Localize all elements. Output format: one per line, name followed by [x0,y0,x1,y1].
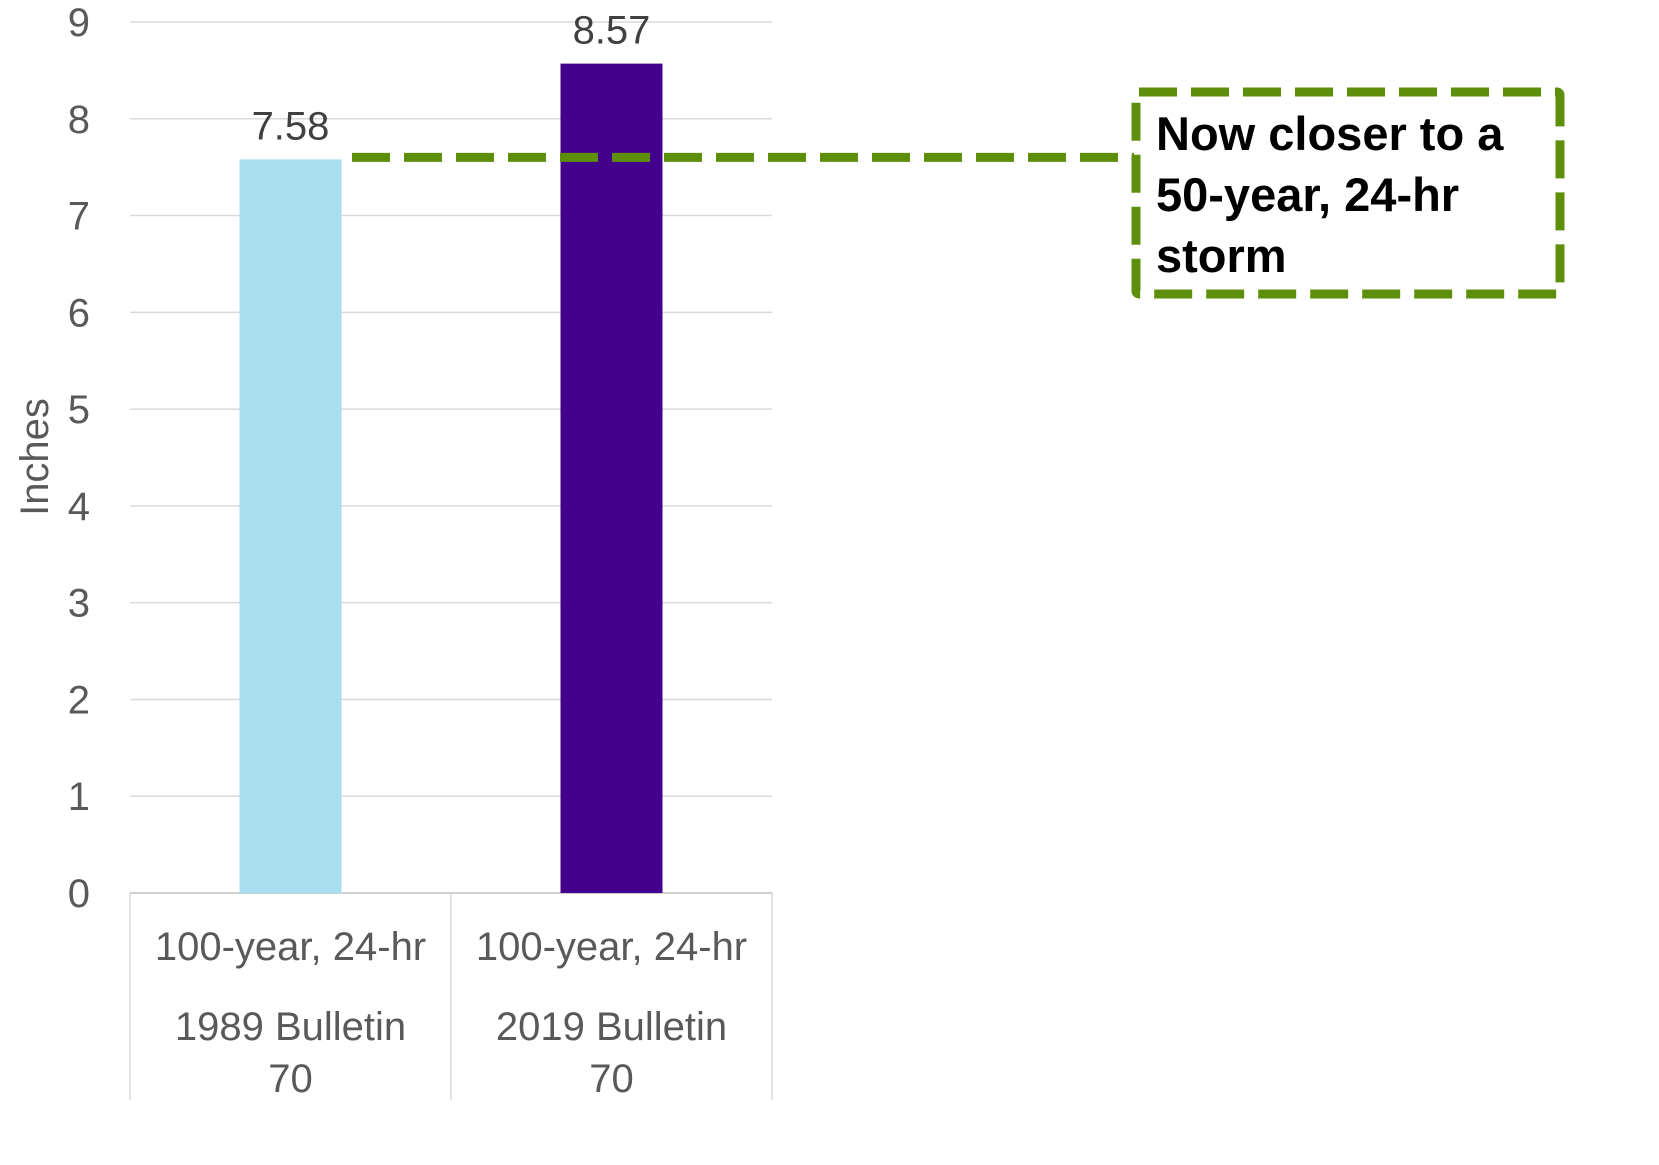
callout-annotation: Now closer to a 50-year, 24-hr storm [352,87,1565,299]
y-tick-label: 6 [68,291,90,335]
gridlines [130,21,772,894]
y-tick-label: 3 [68,582,90,626]
bar [560,63,663,894]
y-tick-label: 8 [68,98,90,142]
y-tick-label: 5 [68,388,90,432]
y-tick-label: 4 [68,485,90,529]
y-axis-title: Inches [13,398,57,516]
y-tick-label: 0 [68,872,90,916]
data-label: 8.57 [573,9,651,53]
data-label: 7.58 [252,104,330,148]
y-tick-label: 1 [68,775,90,819]
y-tick-label: 7 [68,195,90,239]
category-label-level1: 100-year, 24-hr [155,925,426,969]
y-tick-label: 2 [68,678,90,722]
category-label-level1: 100-year, 24-hr [476,925,747,969]
category-label-level2: 2019 Bulletin [496,1005,727,1049]
category-label-level2: 1989 Bulletin [175,1005,406,1049]
callout-text-line: 50-year, 24-hr [1156,168,1459,221]
category-label-level2: 70 [268,1057,313,1101]
bars: 7.58 8.57 [239,9,663,894]
callout-text-line: storm [1156,229,1287,282]
callout-box [1131,87,1565,299]
category-label-level2: 70 [589,1057,634,1101]
y-axis-ticks: 0 1 2 3 4 5 6 7 8 9 [68,1,90,916]
callout-text-line: Now closer to a [1156,107,1504,160]
bar [239,159,342,893]
y-tick-label: 9 [68,1,90,45]
x-axis-categories: 100-year, 24-hr 1989 Bulletin 70 100-year, … [129,893,773,1101]
